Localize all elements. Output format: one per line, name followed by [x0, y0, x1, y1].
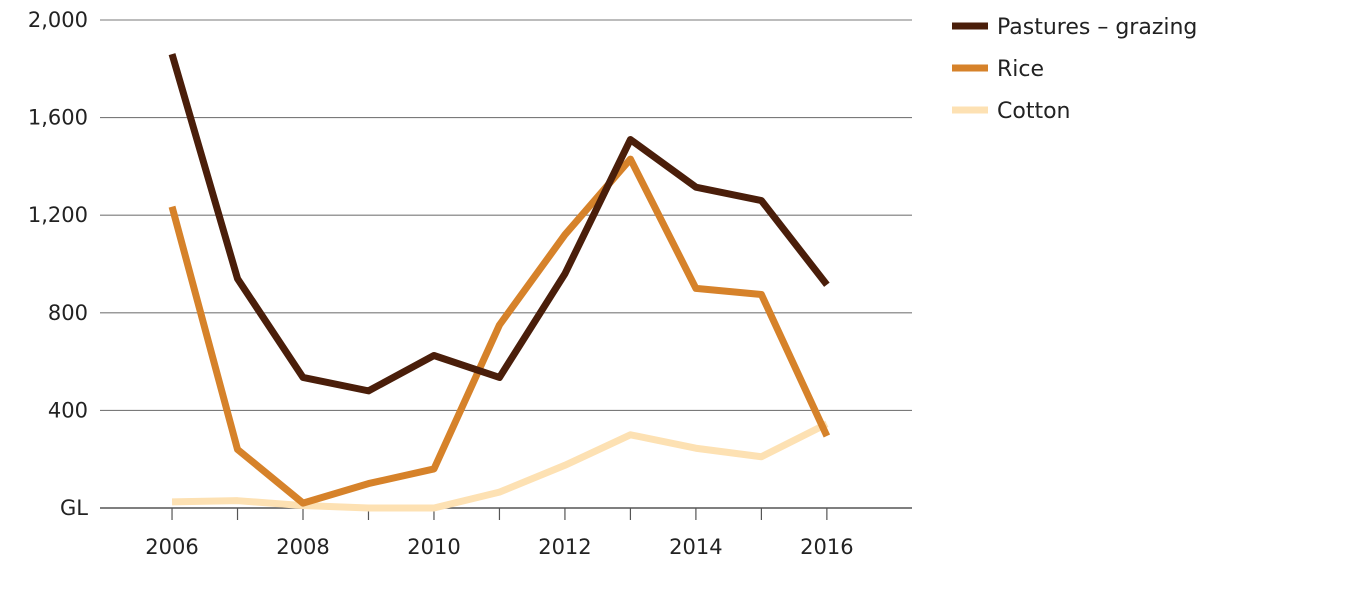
x-tick-label: 2008 [276, 535, 329, 559]
y-tick-label: GL [60, 496, 88, 520]
series-line-rice [168, 155, 831, 507]
series-line-cotton [171, 420, 829, 512]
axis-layer: GL 400 800 1,200 1,600 2,000 2006 2008 2010 2012 2… [28, 8, 912, 559]
legend-label: Cotton [997, 99, 1070, 124]
y-tick-label: 2,000 [28, 8, 88, 32]
y-tick-label: 400 [48, 398, 88, 422]
x-tick-label: 2012 [538, 535, 591, 559]
x-tick-label: 2010 [407, 535, 460, 559]
series-layer [168, 53, 831, 512]
y-tick-label: 1,200 [28, 203, 88, 227]
legend-label: Rice [997, 57, 1044, 82]
x-tick-label: 2006 [145, 535, 198, 559]
y-tick-label: 800 [48, 301, 88, 325]
grid-layer [100, 19, 912, 411]
x-tick-label: 2016 [800, 535, 853, 559]
legend: Pastures – grazing Rice Cotton [952, 15, 1197, 124]
legend-label: Pastures – grazing [997, 15, 1197, 40]
series-line-pastures-grazing [168, 53, 830, 395]
y-tick-label: 1,600 [28, 106, 88, 130]
x-tick-label: 2014 [669, 535, 722, 559]
